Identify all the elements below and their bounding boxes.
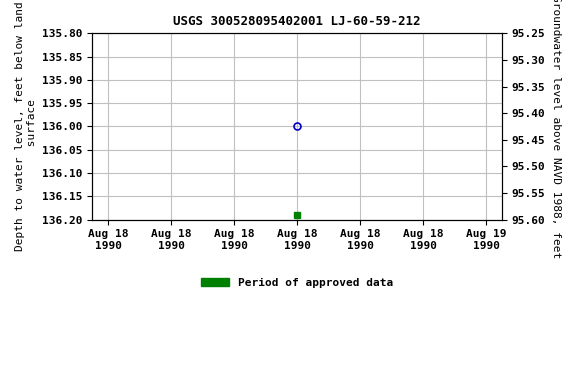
Legend: Period of approved data: Period of approved data (197, 273, 397, 292)
Y-axis label: Depth to water level, feet below land
 surface: Depth to water level, feet below land su… (15, 2, 37, 252)
Y-axis label: Groundwater level above NAVD 1988, feet: Groundwater level above NAVD 1988, feet (551, 0, 561, 258)
Title: USGS 300528095402001 LJ-60-59-212: USGS 300528095402001 LJ-60-59-212 (173, 15, 421, 28)
